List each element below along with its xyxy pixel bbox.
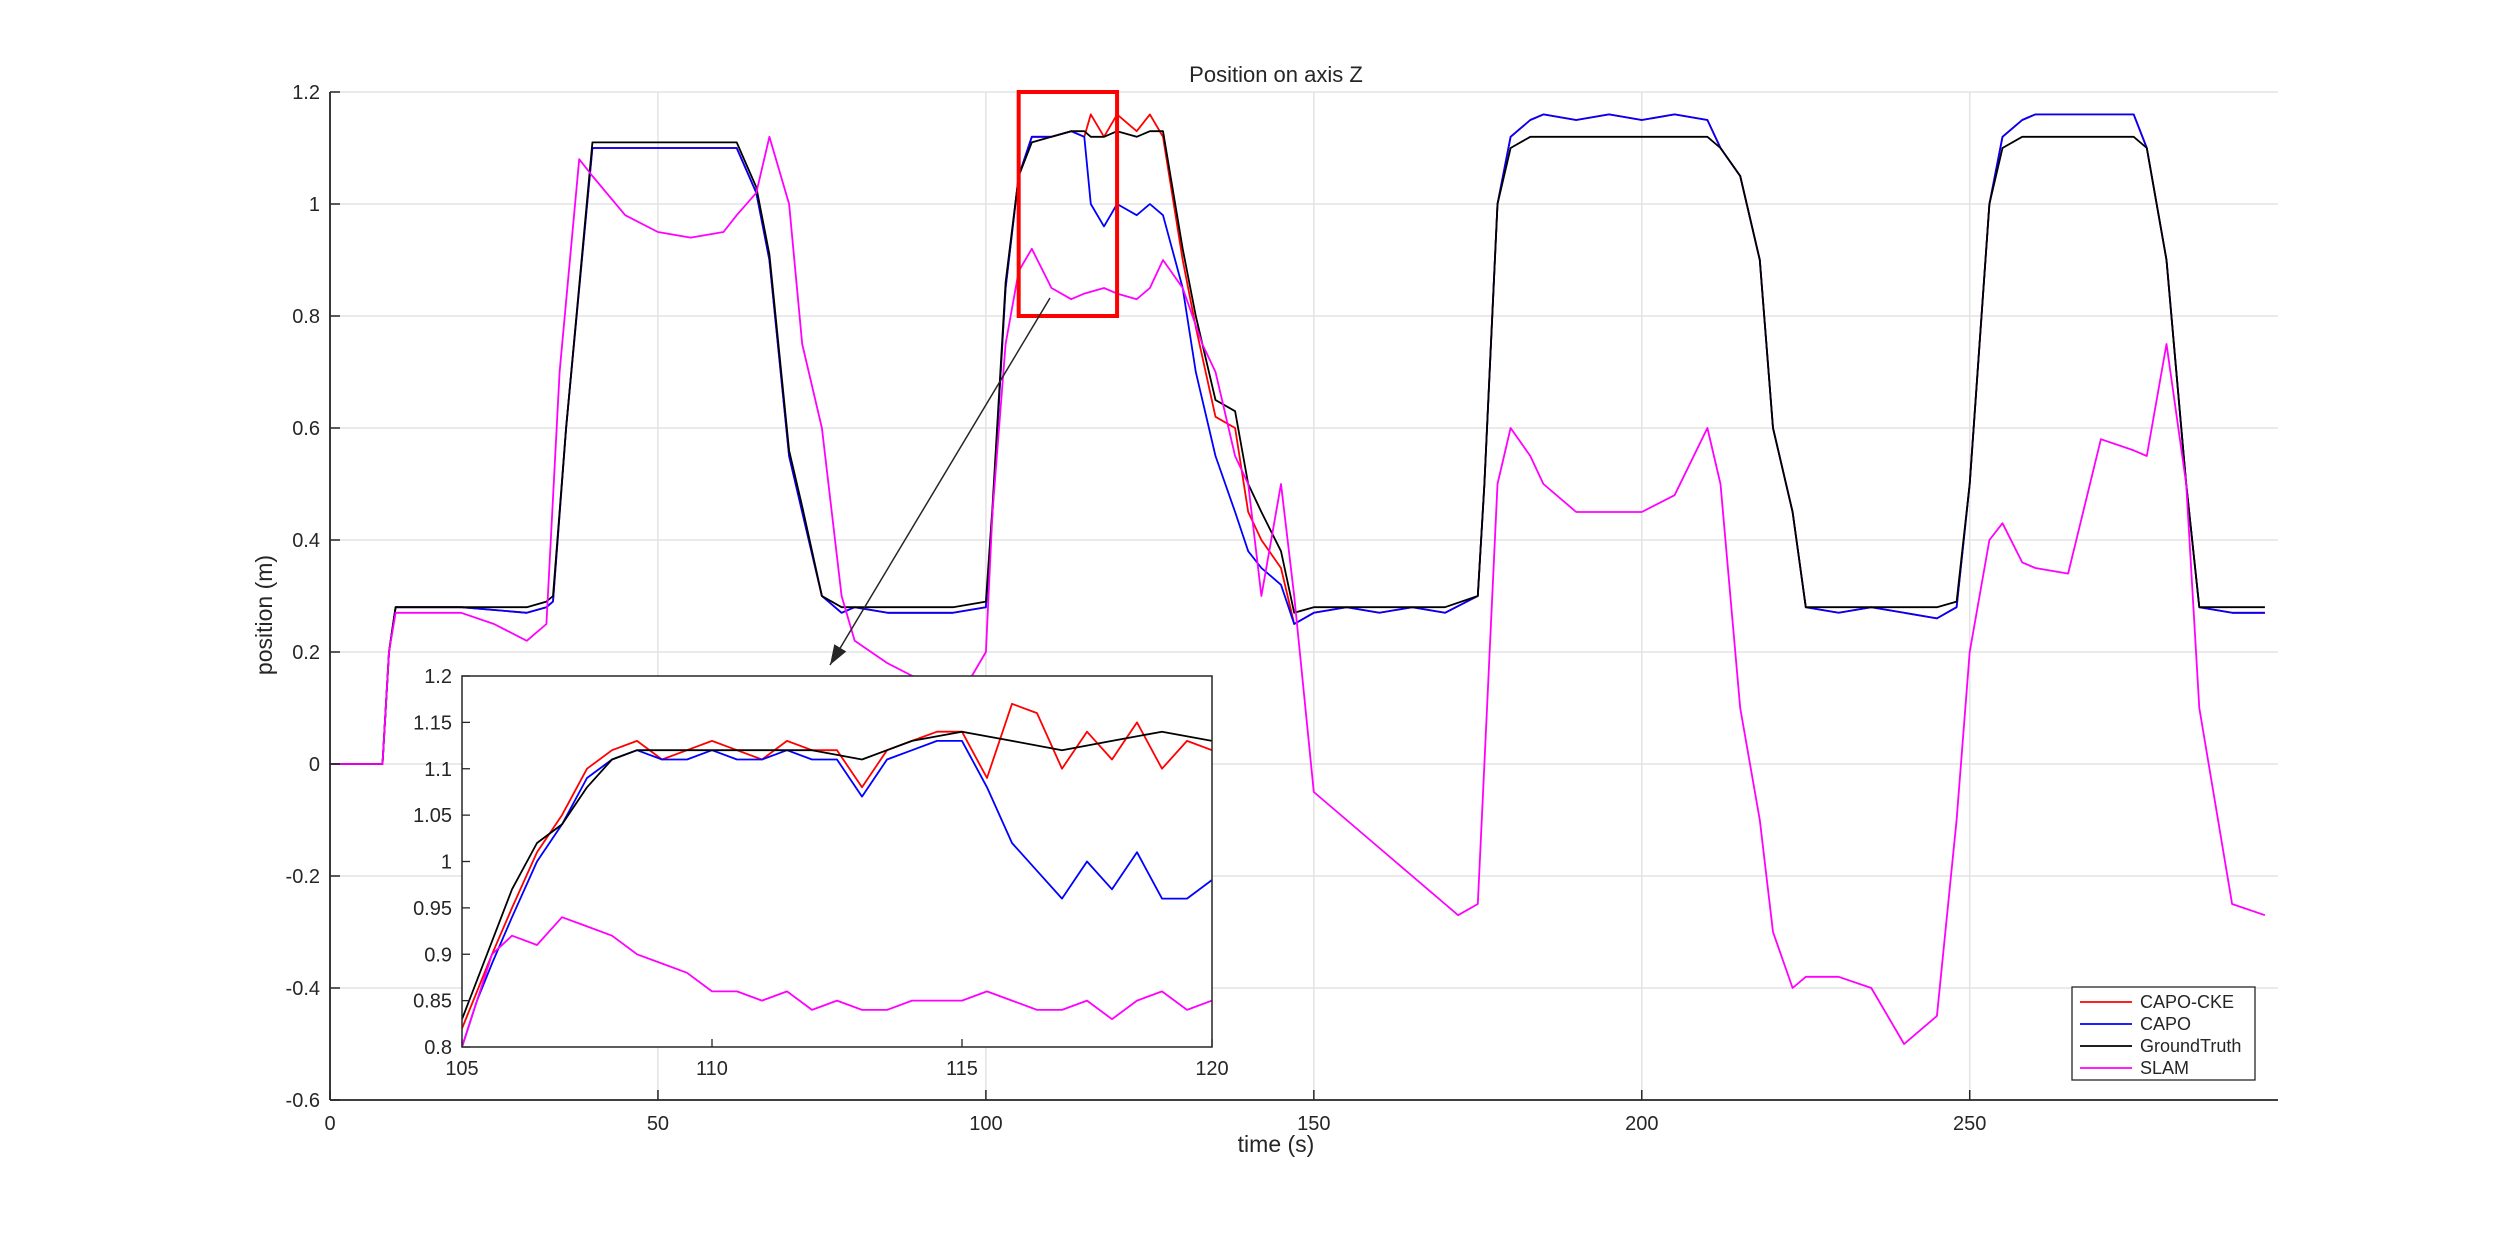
legend-label-capo: CAPO: [2140, 1014, 2191, 1034]
inset-x-tick-label: 110: [696, 1058, 728, 1080]
y-tick-label: 0.4: [292, 530, 320, 552]
inset-y-tick-label: 0.95: [413, 898, 452, 920]
inset-series-line-groundtruth: [462, 730, 1212, 1020]
y-tick-label: 0.8: [292, 306, 320, 328]
inset-y-tick-label: 1: [441, 852, 452, 874]
x-tick-label: 150: [1297, 1113, 1330, 1135]
inset-x-tick-label: 120: [1195, 1058, 1228, 1080]
inset-y-tick-label: 0.9: [424, 944, 452, 966]
y-tick-label: 1: [309, 194, 320, 216]
legend-label-slam: SLAM: [2140, 1058, 2189, 1078]
x-tick-label: 100: [969, 1113, 1002, 1135]
y-tick-label: -0.2: [286, 866, 320, 888]
inset-zoom-chart: 105 110 115 120 0.8 0.85 0.9 0.95 1 1.05 1.1 1.15 1.…: [413, 666, 1229, 1080]
y-tick-label: 1.2: [292, 82, 320, 104]
inset-y-tick-label: 1.2: [424, 666, 452, 688]
legend-label-groundtruth: GroundTruth: [2140, 1036, 2241, 1056]
main-series-group: [330, 113, 2266, 1045]
y-tick-label: -0.6: [286, 1090, 320, 1112]
inset-x-tick-label: 105: [445, 1058, 478, 1080]
legend-label-capo-cke: CAPO-CKE: [2140, 992, 2234, 1012]
inset-y-tick-label: 1.05: [413, 805, 452, 827]
y-tick-label: 0: [309, 754, 320, 776]
series-line-groundtruth: [330, 130, 2265, 765]
inset-y-tick-label: 0.85: [413, 991, 452, 1013]
y-tick-label: 0.2: [292, 642, 320, 664]
x-tick-label: 50: [647, 1113, 669, 1135]
inset-series-line-capo-cke: [462, 702, 1212, 1029]
main-ticks: 0 50 100 150 200 250 -0.6 -0.4 -0.2 0 0.2 0.4 0.6 0.8…: [286, 82, 1987, 1135]
x-tick-label: 0: [324, 1113, 335, 1135]
zoom-highlight-box: [1016, 90, 1120, 318]
pointer-arrowhead: [830, 644, 847, 665]
main-axes: [329, 92, 2278, 1101]
y-tick-label: 0.6: [292, 418, 320, 440]
inset-y-tick-label: 1.15: [413, 712, 452, 734]
inset-series-line-slam: [462, 916, 1212, 1047]
y-axis-title: position (m): [251, 555, 277, 675]
zoom-pointer-arrow: [829, 297, 1051, 666]
x-axis-title: time (s): [1238, 1131, 1315, 1157]
pointer-line: [829, 297, 1051, 666]
series-line-slam: [330, 135, 2266, 1045]
inset-y-tick-label: 0.8: [424, 1037, 452, 1059]
chart-title: Position on axis Z: [1189, 62, 1363, 87]
series-line-capo: [330, 113, 2265, 765]
inset-series-group: [462, 702, 1212, 1047]
inset-y-tick-label: 1.1: [424, 759, 452, 781]
y-tick-label: -0.4: [286, 978, 320, 1000]
x-tick-label: 200: [1625, 1113, 1658, 1135]
inset-x-tick-label: 115: [946, 1058, 978, 1080]
inset-background: [462, 676, 1212, 1047]
x-tick-label: 250: [1953, 1113, 1986, 1135]
